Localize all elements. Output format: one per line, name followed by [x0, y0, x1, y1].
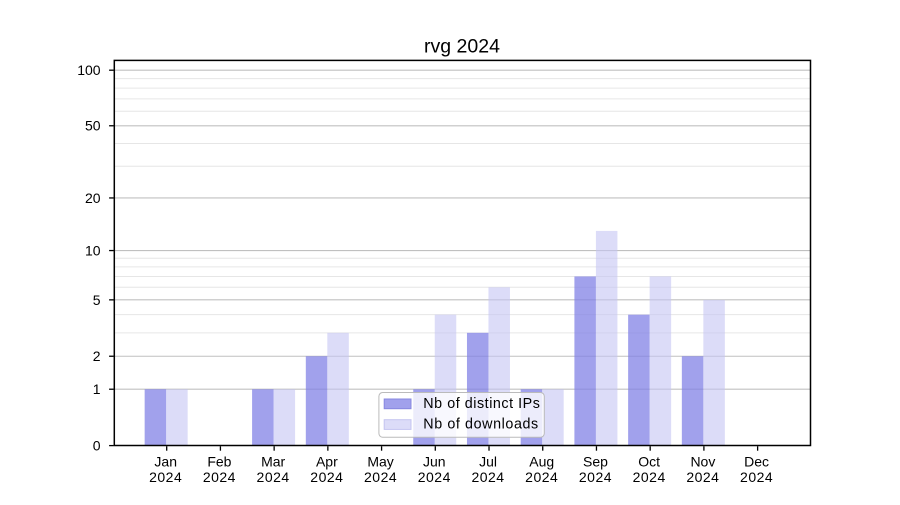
svg-text:Jan: Jan [154, 453, 177, 469]
svg-text:2024: 2024 [633, 469, 666, 485]
svg-text:1: 1 [93, 381, 101, 397]
svg-text:2024: 2024 [686, 469, 719, 485]
svg-text:Dec: Dec [744, 453, 769, 469]
svg-text:2024: 2024 [525, 469, 558, 485]
svg-text:20: 20 [85, 190, 101, 206]
svg-text:5: 5 [93, 292, 101, 308]
svg-text:Nb of distinct IPs: Nb of distinct IPs [423, 396, 540, 412]
svg-text:2024: 2024 [310, 469, 343, 485]
svg-text:2024: 2024 [579, 469, 612, 485]
svg-text:2024: 2024 [740, 469, 773, 485]
svg-text:Nov: Nov [690, 453, 715, 469]
svg-text:Jun: Jun [423, 453, 446, 469]
svg-text:0: 0 [93, 438, 101, 454]
svg-text:2024: 2024 [418, 469, 451, 485]
svg-text:100: 100 [77, 62, 101, 78]
svg-text:Sep: Sep [583, 453, 608, 469]
svg-text:50: 50 [85, 118, 101, 134]
svg-text:2024: 2024 [364, 469, 397, 485]
svg-text:Apr: Apr [316, 453, 338, 469]
svg-text:2024: 2024 [471, 469, 504, 485]
svg-text:Feb: Feb [207, 453, 231, 469]
svg-text:Oct: Oct [638, 453, 660, 469]
svg-text:rvg 2024: rvg 2024 [424, 35, 500, 57]
svg-text:Mar: Mar [261, 453, 285, 469]
svg-text:Aug: Aug [529, 453, 554, 469]
svg-text:2024: 2024 [149, 469, 182, 485]
svg-text:2024: 2024 [257, 469, 290, 485]
svg-text:2: 2 [93, 348, 101, 364]
svg-text:2024: 2024 [203, 469, 236, 485]
svg-text:Jul: Jul [479, 453, 497, 469]
svg-text:Nb of downloads: Nb of downloads [423, 417, 539, 433]
svg-text:10: 10 [85, 242, 101, 258]
svg-text:May: May [367, 453, 393, 469]
